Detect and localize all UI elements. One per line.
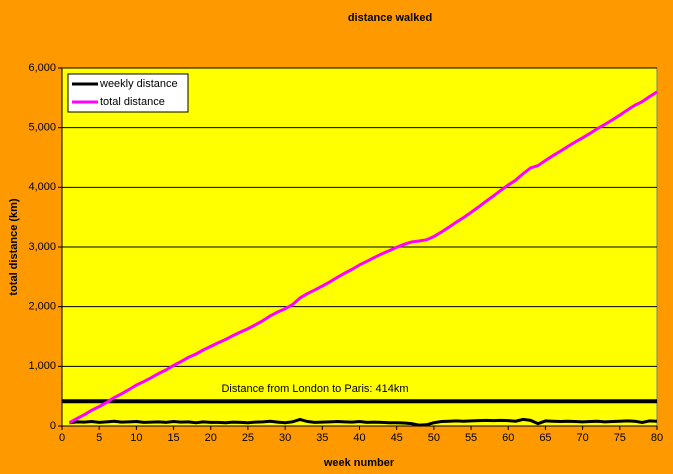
- x-tick-label: 30: [279, 432, 291, 444]
- series-line: [69, 417, 658, 427]
- x-tick-label: 75: [614, 432, 626, 444]
- x-tick-label: 70: [577, 432, 589, 444]
- x-tick-label: 45: [391, 432, 403, 444]
- y-tick-label: 2,000: [28, 301, 56, 313]
- y-tick-label: 4,000: [28, 181, 56, 193]
- x-tick-label: 55: [465, 432, 477, 444]
- x-tick-label: 50: [428, 432, 440, 444]
- legend-label: total distance: [100, 96, 165, 108]
- x-tick-label: 40: [353, 432, 365, 444]
- y-axis-label: total distance (km): [8, 198, 20, 296]
- x-tick-label: 80: [651, 432, 663, 444]
- x-tick-label: 65: [539, 432, 551, 444]
- y-tick-label: 5,000: [28, 122, 56, 134]
- legend: weekly distance total distance: [67, 73, 189, 113]
- series-line: [68, 90, 658, 425]
- y-tick-label: 6,000: [28, 62, 56, 74]
- x-tick-label: 60: [502, 432, 514, 444]
- x-tick-label: 25: [242, 432, 254, 444]
- reference-label: Distance from London to Paris: 414km: [221, 383, 408, 395]
- legend-box: [67, 73, 189, 113]
- x-tick-label: 10: [130, 432, 142, 444]
- chart-title: distance walked: [348, 12, 432, 24]
- x-tick-label: 20: [205, 432, 217, 444]
- x-tick-label: 35: [316, 432, 328, 444]
- x-axis-label: week number: [323, 457, 395, 469]
- y-tick-label: 0: [50, 420, 56, 432]
- x-tick-label: 15: [167, 432, 179, 444]
- legend-label: weekly distance: [99, 78, 178, 90]
- y-tick-label: 3,000: [28, 241, 56, 253]
- x-tick-label: 5: [96, 432, 102, 444]
- x-tick-label: 0: [59, 432, 65, 444]
- y-tick-label: 1,000: [28, 360, 56, 372]
